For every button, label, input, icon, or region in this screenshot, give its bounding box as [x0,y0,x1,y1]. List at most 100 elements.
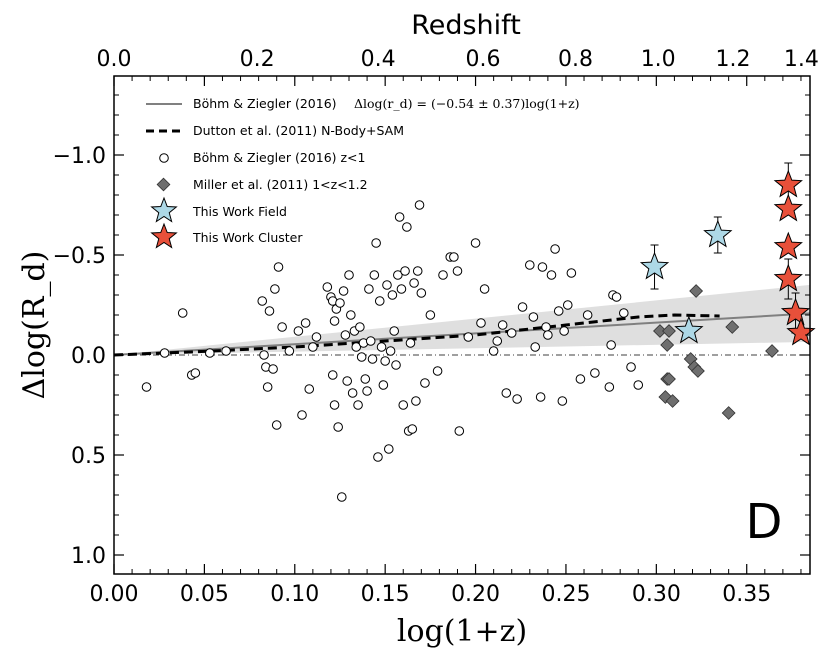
circle-point [524,260,535,270]
circle-point [297,410,307,420]
circle-point [322,282,333,292]
top-tick-label: 0.4 [361,47,396,72]
circle-point [393,270,403,280]
diamond-point [653,324,667,338]
panel-label: D [746,494,783,550]
circle-point [380,356,390,366]
circle-point [329,400,340,410]
circle-point [479,284,490,294]
circle-point [340,330,351,340]
circle-point [633,380,644,390]
star-point-cluster [773,193,803,222]
circle-point [559,326,569,336]
circle-point [360,374,371,384]
circle-point [273,262,284,272]
circle-point [582,310,593,320]
circle-point [414,200,425,210]
diamond-point [721,406,736,420]
star-point-cluster [773,263,803,292]
legend-label-0: Böhm & Ziegler (2016) [193,96,337,111]
y-tick-label: −0.5 [53,244,106,269]
circle-point [391,360,401,370]
legend-marker-star-field [150,196,178,223]
diamond-point [665,394,680,408]
circle-point [604,382,615,392]
circle-point [452,266,463,276]
circle-point [470,238,481,248]
x-tick-label: 0.20 [451,582,500,607]
circle-point [141,382,152,392]
x-axis-title: log(1+z) [397,614,527,649]
legend-label-4: This Work Field [192,204,287,219]
circle-point [449,252,459,262]
top-tick-label: 1.4 [784,47,819,72]
data-points [141,162,816,502]
circle-point [304,384,315,394]
circle-point [371,238,381,248]
diamond-point [725,320,740,334]
circle-point [488,346,499,356]
circle-point [270,284,280,294]
legend-formula-0: Δlog(r_d) = (−0.54 ± 0.37)log(1+z) [354,96,580,111]
x-tick-label: 0.30 [632,582,681,607]
circle-point [311,332,322,342]
circle-point [336,492,347,502]
circle-point [259,350,269,360]
circle-point [342,376,353,386]
circle-point [618,308,629,318]
circle-point [205,348,215,358]
circle-point [562,300,573,310]
circle-point [626,362,636,372]
circle-point [284,346,295,356]
circle-point [566,268,577,278]
circle-point [497,320,508,330]
circle-point [344,270,354,280]
circle-point [411,396,421,406]
legend-marker-diamond [156,177,171,192]
circle-point [537,262,548,272]
circle-point [409,278,419,288]
circle-point [606,340,616,350]
star-point-cluster [780,297,811,326]
y-axis-title: Δlog(R_d) [17,251,52,400]
circle-point [405,338,416,348]
circle-point [575,374,586,384]
circle-point [412,266,423,276]
circle-point [402,222,412,232]
x-tick-label: 0.10 [270,582,319,607]
circle-point [373,452,383,462]
circle-point [268,364,278,374]
circle-point [541,322,551,332]
circle-point [557,396,568,406]
circle-point [463,332,474,342]
circle-point [351,342,362,352]
circle-point [262,382,273,392]
circle-point [356,352,367,362]
circle-point [293,326,304,336]
circle-point [383,444,394,454]
circle-point [389,326,400,336]
y-tick-label: 0.5 [71,444,106,469]
circle-point [369,270,380,280]
circle-point [376,342,387,352]
circle-point [416,288,427,298]
circle-point [300,318,311,328]
x-tick-label: 0.25 [541,582,590,607]
top-tick-label: 0.6 [466,47,501,72]
circle-point [512,394,522,404]
legend-star-field-shape [150,196,178,223]
circle-point [394,212,405,222]
fit-uncertainty-band [114,284,810,355]
diamond-point [689,284,704,298]
circle-point [190,368,201,378]
y-tick-label: 1.0 [71,544,106,569]
circle-point [400,266,410,276]
fit-band-area [114,284,810,355]
star-point-field [703,219,733,248]
circle-point [385,346,396,356]
circle-point [308,342,318,352]
circle-point [546,270,557,280]
circle-point [501,388,512,398]
circle-point [492,336,503,346]
